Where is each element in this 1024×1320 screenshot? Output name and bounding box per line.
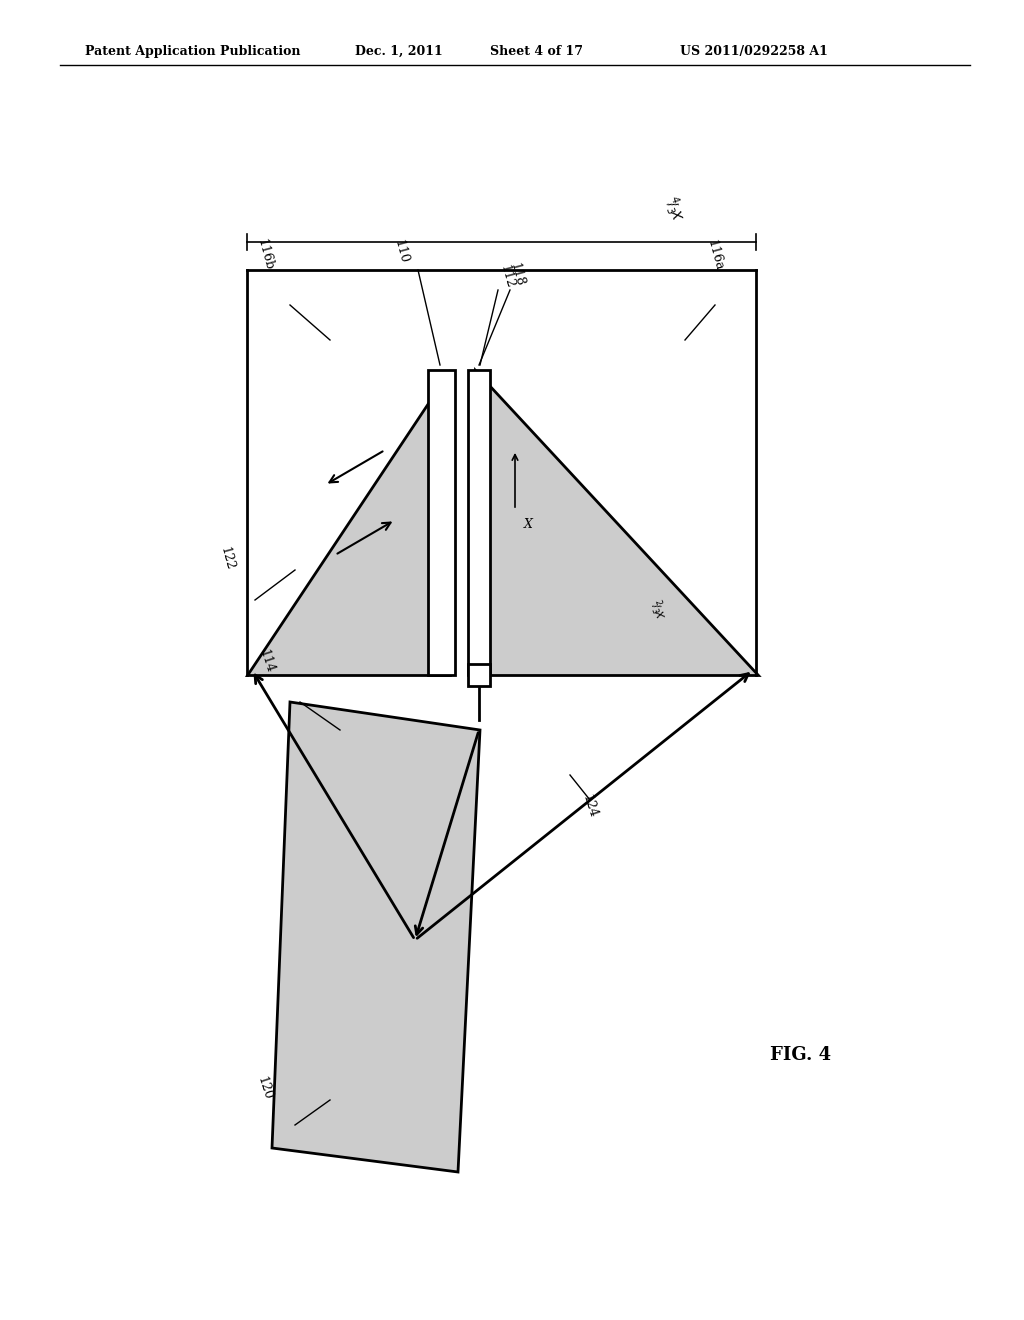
- Text: 112: 112: [498, 264, 517, 290]
- Text: $^2\!/_3\!X$: $^2\!/_3\!X$: [645, 598, 669, 623]
- Text: 118: 118: [508, 261, 526, 288]
- Text: 124: 124: [580, 793, 600, 820]
- Polygon shape: [247, 370, 450, 675]
- Text: Patent Application Publication: Patent Application Publication: [85, 45, 300, 58]
- Polygon shape: [272, 702, 480, 1172]
- Text: 120: 120: [255, 1076, 274, 1102]
- Bar: [428, 370, 455, 675]
- Text: Dec. 1, 2011: Dec. 1, 2011: [355, 45, 442, 58]
- Bar: [468, 664, 490, 686]
- Text: US 2011/0292258 A1: US 2011/0292258 A1: [680, 45, 827, 58]
- Text: $^4\!/_3\!X$: $^4\!/_3\!X$: [660, 194, 688, 224]
- Text: Sheet 4 of 17: Sheet 4 of 17: [490, 45, 583, 58]
- Polygon shape: [475, 370, 758, 675]
- Text: 110: 110: [392, 239, 411, 265]
- Bar: [468, 370, 490, 675]
- Text: 116a: 116a: [705, 238, 726, 272]
- Text: 114: 114: [257, 648, 276, 675]
- Text: X: X: [523, 519, 532, 532]
- Text: FIG. 4: FIG. 4: [770, 1045, 831, 1064]
- Text: 122: 122: [218, 545, 237, 572]
- Text: 116b: 116b: [255, 238, 275, 272]
